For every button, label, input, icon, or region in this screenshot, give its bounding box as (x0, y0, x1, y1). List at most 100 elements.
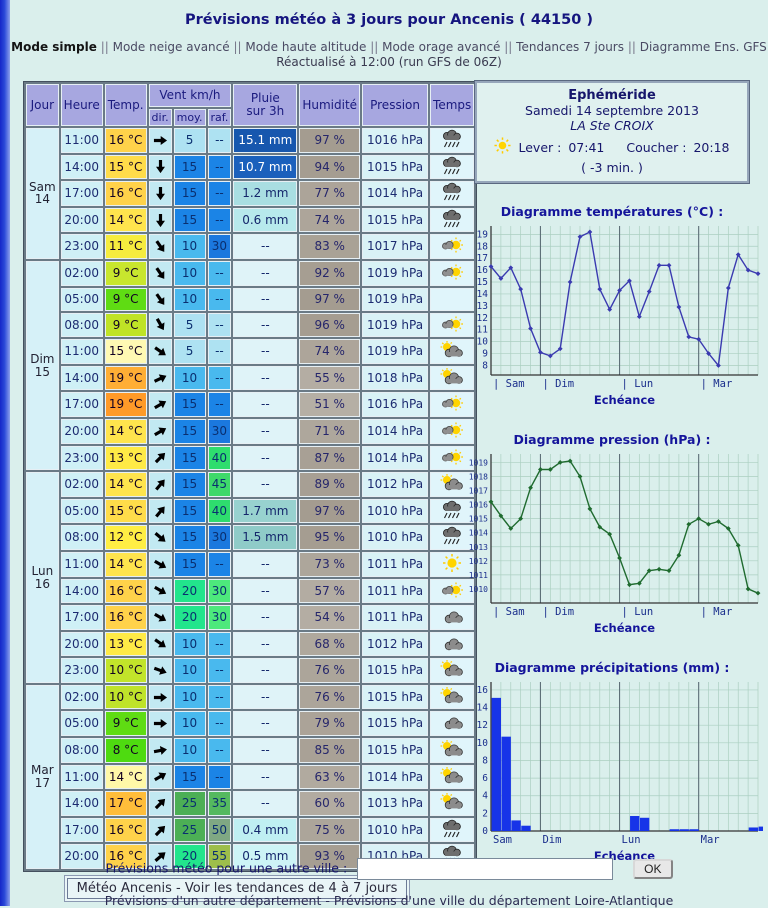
weather-icon-cell (430, 578, 475, 604)
pressure-cell: 1019 hPa (362, 260, 429, 286)
svg-text:2: 2 (482, 808, 488, 819)
svg-text:1010: 1010 (469, 585, 488, 594)
nav-link-3[interactable]: Mode orage avancé (382, 40, 501, 54)
weather-icon-cell (430, 418, 475, 444)
table-row: 23:00 10 °C 10 -- -- 76 % 1015 hPa (26, 658, 475, 683)
charts-column: Ephéméride Samedi 14 septembre 2013 LA S… (457, 80, 768, 899)
wind-gust-cell: -- (207, 339, 232, 364)
suncloud-icon (442, 264, 464, 280)
svg-text:1012: 1012 (469, 557, 488, 566)
rain-cell: 0.4 mm (233, 817, 298, 843)
weather-icon-cell (430, 445, 475, 471)
nav-separator: || (366, 40, 383, 54)
nav-link-2[interactable]: Mode haute altitude (245, 40, 367, 54)
nav-link-5[interactable]: Diagramme Ens. GFS (639, 40, 767, 54)
humidity-cell: 75 % (299, 817, 361, 843)
weather-icon-cell (430, 312, 475, 338)
wind-direction-icon (154, 852, 166, 863)
table-row: 23:00 13 °C 15 40 -- 87 % 1014 hPa (26, 445, 475, 471)
nav-link-4[interactable]: Tendances 7 jours (516, 40, 624, 54)
ephemeride-date: Samedi 14 septembre 2013 (525, 103, 699, 118)
other-city-input[interactable] (357, 858, 614, 880)
wind-mean-cell: 15 (173, 392, 206, 417)
table-row: 14:00 17 °C 25 35 -- 60 % 1013 hPa (26, 791, 475, 816)
rain-cell: -- (233, 234, 298, 259)
suncloud-icon (442, 316, 464, 332)
nav-link-0[interactable]: Mode simple (11, 40, 97, 54)
wind-gust-cell: 40 (207, 445, 232, 471)
humidity-cell: 92 % (299, 260, 361, 286)
wind-mean-cell: 15 (173, 498, 206, 524)
pressure-cell: 1011 hPa (362, 605, 429, 630)
nav-separator: || (96, 40, 113, 54)
footer-link-ville[interactable]: Prévisions d'une ville du département Lo… (333, 893, 674, 908)
table-row: 17:00 16 °C 15 -- 1.2 mm 77 % 1014 hPa (26, 181, 475, 206)
rain-cell: -- (233, 605, 298, 630)
table-row: 17:00 16 °C 20 30 -- 54 % 1011 hPa (26, 605, 475, 630)
wind-direction-icon (153, 427, 166, 436)
hour-cell: 11:00 (60, 764, 103, 790)
humidity-cell: 97 % (299, 128, 361, 153)
svg-text:19: 19 (477, 229, 489, 240)
svg-text:8: 8 (482, 755, 488, 766)
forecast-table: Jour Heure Temp. Vent km/h Pluie sur 3h Humidi… (23, 81, 478, 873)
weather-icon-cell (430, 365, 475, 391)
humidity-cell: 74 % (299, 207, 361, 233)
pressure-cell: 1015 hPa (362, 658, 429, 683)
humidity-cell: 96 % (299, 312, 361, 338)
svg-text:16: 16 (477, 265, 489, 276)
cloudsun-icon (440, 793, 463, 810)
svg-text:1014: 1014 (469, 529, 488, 538)
wind-direction-icon (153, 666, 167, 675)
weather-icon-cell (430, 339, 475, 364)
humidity-cell: 79 % (299, 711, 361, 737)
table-row: 14:00 15 °C 15 -- 10.7 mm 94 % 1015 hPa (26, 154, 475, 180)
temperature-cell: 12 °C (104, 525, 147, 550)
wind-direction-icon (155, 318, 165, 331)
wind-gust-cell: 30 (207, 605, 232, 630)
footer-link-departement[interactable]: Prévisions d'un autre département (104, 893, 322, 908)
rain-cell: 1.7 mm (233, 498, 298, 524)
rain-cell: -- (233, 551, 298, 577)
wind-direction-icon (153, 719, 167, 729)
hour-cell: 23:00 (60, 234, 103, 259)
svg-text:1013: 1013 (469, 543, 488, 552)
humidity-cell: 60 % (299, 791, 361, 816)
temperature-cell: 16 °C (104, 817, 147, 843)
cloudsun-icon (440, 660, 463, 677)
hour-cell: 14:00 (60, 578, 103, 604)
temperature-cell: 15 °C (104, 154, 147, 180)
hour-cell: 11:00 (60, 551, 103, 577)
temperature-cell: 9 °C (104, 312, 147, 338)
pressure-chart: 1010 1011 1012 1013 1014 1015 1016 1017 1018 1019… (457, 449, 767, 639)
forecast-table-column: Jour Heure Temp. Vent km/h Pluie sur 3h Humidi… (23, 81, 478, 900)
svg-text:12: 12 (477, 720, 488, 731)
weather-icon-cell (430, 287, 475, 311)
wind-direction-cell (148, 791, 172, 816)
col-header-temps: Temps (430, 84, 475, 126)
weather-icon-cell (430, 260, 475, 286)
table-row: 17:00 16 °C 25 50 0.4 mm 75 % 1010 hPa (26, 817, 475, 843)
rain-icon (443, 156, 461, 174)
svg-text:| Sam: | Sam (493, 606, 525, 618)
svg-text:| Dim: | Dim (542, 378, 574, 390)
temperature-chart: 8 9 10 11 12 13 14 15 16 17 18 19 | Sam | Dim | Lun | M… (457, 221, 767, 411)
ok-button[interactable]: OK (633, 859, 673, 879)
table-row: 11:00 14 °C 15 -- -- 63 % 1014 hPa (26, 764, 475, 790)
table-row: 08:00 12 °C 15 30 1.5 mm 95 % 1010 hPa (26, 525, 475, 550)
tendances-4-7-link[interactable]: Météo Ancenis - Voir les tendances de 4 … (66, 878, 408, 900)
wind-direction-cell (148, 551, 172, 577)
pressure-cell: 1017 hPa (362, 234, 429, 259)
weather-icon-cell (430, 817, 475, 843)
cloudsun-icon (440, 740, 463, 757)
wind-direction-cell (148, 154, 172, 180)
cloudsun-icon (440, 766, 463, 783)
humidity-cell: 76 % (299, 684, 361, 710)
wind-direction-cell (148, 207, 172, 233)
pressure-chart-title: Diagramme pression (hPa) : (513, 432, 711, 447)
suncloud-icon (442, 237, 464, 253)
temperature-cell: 14 °C (104, 551, 147, 577)
day-cell-lun: Lun 16 (26, 472, 59, 683)
svg-text:1019: 1019 (469, 458, 488, 467)
nav-link-1[interactable]: Mode neige avancé (112, 40, 230, 54)
